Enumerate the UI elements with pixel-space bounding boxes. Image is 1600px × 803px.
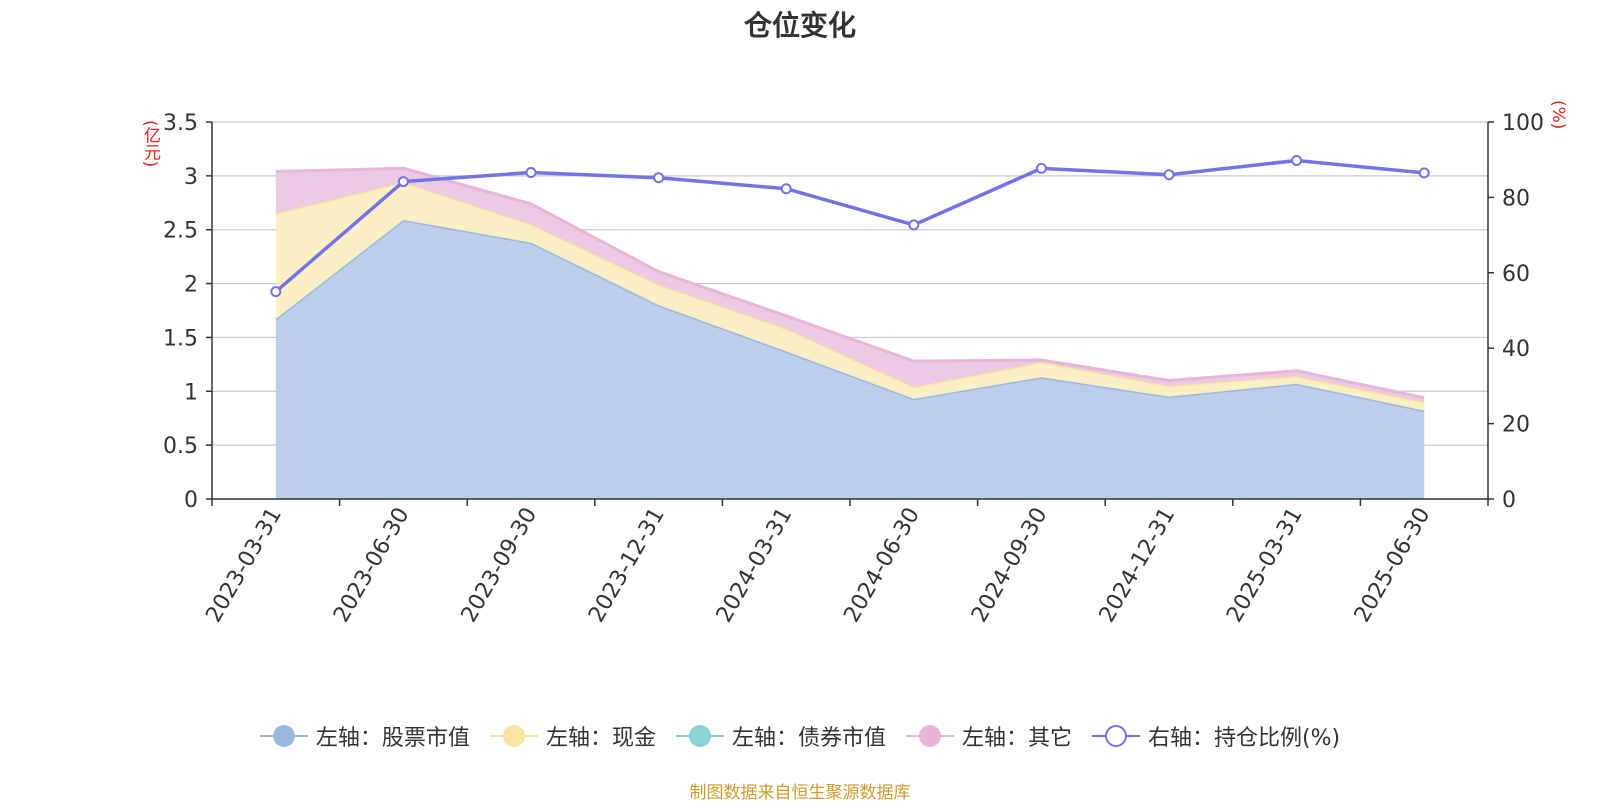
x-axis-tick-label: 2023-06-30 xyxy=(329,504,415,627)
left-axis-tick-label: 0 xyxy=(184,488,198,513)
position-ratio-point xyxy=(780,183,792,195)
position-ratio-point xyxy=(1291,154,1303,166)
right-axis-tick-label: 20 xyxy=(1502,413,1530,438)
chart-title: 仓位变化 xyxy=(743,9,856,42)
left-axis-unit: (亿元) xyxy=(140,120,160,168)
legend-item[interactable]: 左轴：其它 xyxy=(905,720,1072,752)
right-axis-tick-label: 0 xyxy=(1502,488,1516,513)
legend-item[interactable]: 右轴：持仓比例(%) xyxy=(1091,720,1341,752)
right-axis-tick-label: 80 xyxy=(1502,186,1530,211)
position-ratio-point xyxy=(270,286,282,298)
x-axis-tick-label: 2025-06-30 xyxy=(1350,504,1436,627)
left-axis-tick-label: 3 xyxy=(184,165,198,190)
right-axis-tick-label: 40 xyxy=(1502,337,1530,362)
legend-label: 左轴：现金 xyxy=(545,726,656,751)
left-axis-tick-label: 2.5 xyxy=(163,219,198,244)
legend-marker-icon xyxy=(905,724,954,748)
legend-label: 左轴：债券市值 xyxy=(731,726,886,751)
left-axis-tick-label: 3.5 xyxy=(163,111,198,136)
position-ratio-point xyxy=(1035,162,1047,174)
right-axis-tick-label: 100 xyxy=(1502,111,1544,136)
left-axis-tick-label: 0.5 xyxy=(163,434,198,459)
legend-item[interactable]: 左轴：股票市值 xyxy=(259,720,470,752)
legend-label: 右轴：持仓比例(%) xyxy=(1147,726,1341,751)
position-ratio-point xyxy=(908,219,920,231)
legend-marker-icon xyxy=(1091,724,1140,748)
position-ratio-line xyxy=(274,158,1425,293)
position-ratio-point xyxy=(1163,169,1175,181)
x-axis-tick-label: 2024-06-30 xyxy=(839,504,925,627)
right-axis-unit: (%) xyxy=(1548,100,1568,130)
left-axis-tick-label: 2 xyxy=(184,273,198,298)
area-series-0 xyxy=(275,220,1425,499)
chart-legend: 左轴：股票市值 左轴：现金 左轴：债券市值 左轴：其它 右轴：持仓比例(%) xyxy=(0,720,1600,752)
x-axis-tick-label: 2024-03-31 xyxy=(712,504,798,627)
x-axis-tick-label: 2023-12-31 xyxy=(584,504,670,627)
legend-item[interactable]: 左轴：现金 xyxy=(489,720,656,752)
legend-marker-icon xyxy=(675,724,724,748)
area-series-line-3 xyxy=(275,166,1425,400)
x-axis-tick-label: 2023-09-30 xyxy=(457,504,543,627)
left-axis-tick-label: 1.5 xyxy=(163,326,198,351)
x-axis-tick-label: 2024-12-31 xyxy=(1095,504,1181,627)
data-source-note: 制图数据来自恒生聚源数据库 xyxy=(689,783,911,803)
x-axis-tick-label: 2024-09-30 xyxy=(967,504,1053,627)
legend-label: 左轴：其它 xyxy=(961,726,1072,751)
x-axis-tick-label: 2023-03-31 xyxy=(201,504,287,627)
right-axis-tick-label: 60 xyxy=(1502,262,1530,287)
position-ratio-point xyxy=(525,167,537,179)
legend-marker-icon xyxy=(489,724,538,748)
legend-marker-icon xyxy=(259,724,308,748)
left-axis-tick-label: 1 xyxy=(184,380,198,405)
legend-item[interactable]: 左轴：债券市值 xyxy=(675,720,886,752)
area-series-3 xyxy=(275,168,1425,403)
position-ratio-point xyxy=(397,176,409,188)
legend-label: 左轴：股票市值 xyxy=(315,726,470,751)
position-ratio-point xyxy=(1418,167,1430,179)
position-ratio-point xyxy=(653,172,665,184)
x-axis-tick-label: 2025-03-31 xyxy=(1222,504,1308,627)
